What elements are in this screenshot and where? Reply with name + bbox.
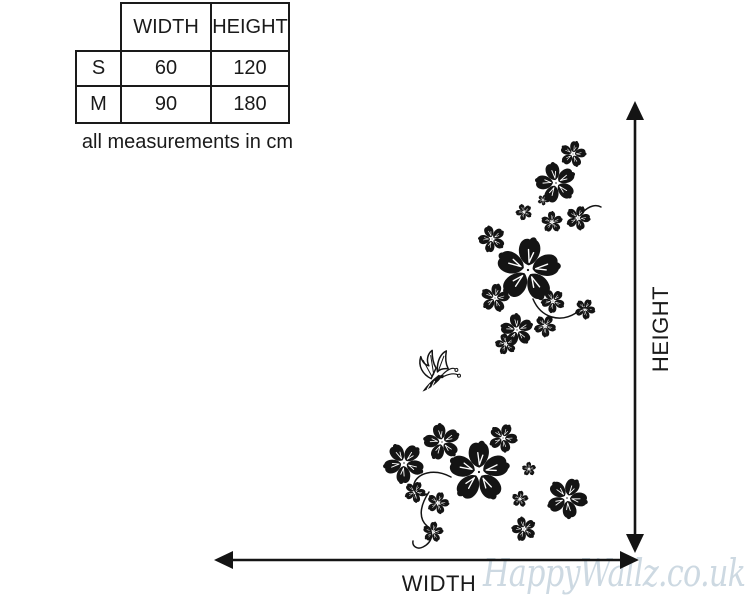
flower-icon bbox=[570, 294, 600, 324]
vine bbox=[412, 491, 433, 549]
measurements-note: all measurements in cm bbox=[81, 131, 294, 153]
table-row-s: S 60 120 bbox=[75, 50, 290, 87]
flower-icon bbox=[508, 513, 540, 545]
width-axis-label: WIDTH bbox=[401, 571, 477, 596]
width-arrow bbox=[214, 551, 639, 569]
arrowhead-left-icon bbox=[214, 551, 233, 569]
table-row-m: M 90 180 bbox=[75, 85, 290, 124]
flower-icon bbox=[555, 137, 590, 171]
flower-icon bbox=[561, 201, 595, 235]
cell-s-width: 60 bbox=[120, 50, 212, 87]
butterfly-icon bbox=[419, 349, 461, 392]
cell-s-height: 120 bbox=[210, 50, 290, 87]
flower-icon bbox=[537, 469, 596, 528]
flower-icon bbox=[423, 488, 454, 518]
cell-m-height: 180 bbox=[210, 85, 290, 124]
table-header-row: WIDTH HEIGHT bbox=[76, 2, 290, 52]
col-header-width: WIDTH bbox=[120, 2, 212, 52]
row-label-s: S bbox=[75, 50, 122, 87]
cell-m-width: 90 bbox=[120, 85, 212, 124]
vine bbox=[532, 298, 591, 319]
arrowhead-down-icon bbox=[626, 534, 644, 553]
flower-icon bbox=[521, 462, 536, 477]
arrowhead-up-icon bbox=[626, 101, 644, 120]
height-arrow bbox=[626, 101, 644, 553]
vine bbox=[412, 471, 452, 497]
flower-icon bbox=[512, 200, 537, 225]
flower-cluster-top bbox=[474, 137, 602, 359]
flower-icon bbox=[510, 489, 531, 509]
flower-cluster-bottom bbox=[374, 418, 596, 549]
watermark-text: HappyWallz.co.uk bbox=[483, 551, 746, 595]
col-header-height: HEIGHT bbox=[210, 2, 290, 52]
vine bbox=[582, 204, 602, 213]
arrowhead-right-icon bbox=[620, 551, 639, 569]
flower-icon bbox=[540, 211, 563, 233]
row-label-m: M bbox=[75, 85, 122, 124]
size-table: WIDTH HEIGHT S 60 120 M 90 180 bbox=[75, 2, 290, 124]
